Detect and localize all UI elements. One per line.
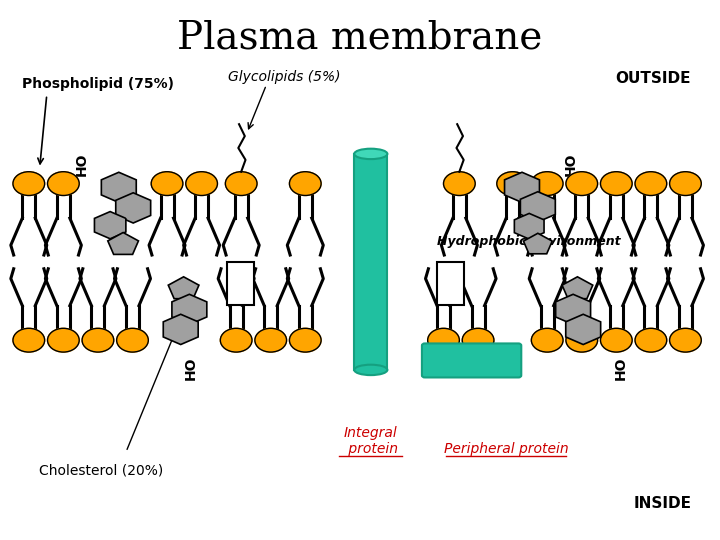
Bar <box>354 154 387 370</box>
Polygon shape <box>172 294 207 325</box>
Text: HO: HO <box>564 153 578 177</box>
Text: Peripheral protein: Peripheral protein <box>444 442 569 456</box>
Polygon shape <box>562 277 593 299</box>
Text: Glycolipids (5%): Glycolipids (5%) <box>228 70 341 84</box>
Text: HO: HO <box>184 356 198 380</box>
FancyBboxPatch shape <box>422 343 521 377</box>
Circle shape <box>13 172 45 195</box>
Text: protein: protein <box>344 442 397 456</box>
Bar <box>227 262 254 305</box>
Circle shape <box>428 328 459 352</box>
Text: Integral: Integral <box>344 426 397 440</box>
Circle shape <box>600 172 632 195</box>
Circle shape <box>444 172 475 195</box>
Polygon shape <box>505 172 539 202</box>
Text: HO: HO <box>613 356 628 380</box>
Circle shape <box>600 328 632 352</box>
Circle shape <box>289 172 321 195</box>
Text: Hydrophobic environment: Hydrophobic environment <box>437 235 621 248</box>
Ellipse shape <box>354 364 387 375</box>
Circle shape <box>566 172 598 195</box>
Circle shape <box>186 172 217 195</box>
Circle shape <box>670 172 701 195</box>
Text: HO: HO <box>74 153 89 177</box>
Polygon shape <box>521 192 555 222</box>
Polygon shape <box>163 314 198 345</box>
Circle shape <box>635 328 667 352</box>
Circle shape <box>635 172 667 195</box>
Polygon shape <box>556 294 590 325</box>
Circle shape <box>225 172 257 195</box>
Circle shape <box>531 328 563 352</box>
Ellipse shape <box>354 148 387 159</box>
Circle shape <box>151 172 183 195</box>
Circle shape <box>531 172 563 195</box>
Text: INSIDE: INSIDE <box>633 496 691 511</box>
Circle shape <box>220 328 252 352</box>
Circle shape <box>497 172 528 195</box>
Polygon shape <box>116 193 150 223</box>
Circle shape <box>48 328 79 352</box>
Polygon shape <box>94 212 126 239</box>
Polygon shape <box>514 213 544 239</box>
Polygon shape <box>102 172 136 202</box>
Polygon shape <box>168 277 199 299</box>
Circle shape <box>255 328 287 352</box>
Circle shape <box>117 328 148 352</box>
Circle shape <box>48 172 79 195</box>
Text: OUTSIDE: OUTSIDE <box>616 71 691 86</box>
Polygon shape <box>566 314 600 345</box>
Polygon shape <box>108 233 138 254</box>
Circle shape <box>566 328 598 352</box>
Circle shape <box>670 328 701 352</box>
Text: Phospholipid (75%): Phospholipid (75%) <box>22 77 174 91</box>
Text: Cholesterol (20%): Cholesterol (20%) <box>39 464 163 478</box>
Text: Plasma membrane: Plasma membrane <box>177 19 543 56</box>
Polygon shape <box>523 233 552 254</box>
Circle shape <box>82 328 114 352</box>
Circle shape <box>462 328 494 352</box>
Circle shape <box>289 328 321 352</box>
Bar <box>437 262 464 305</box>
Circle shape <box>13 328 45 352</box>
